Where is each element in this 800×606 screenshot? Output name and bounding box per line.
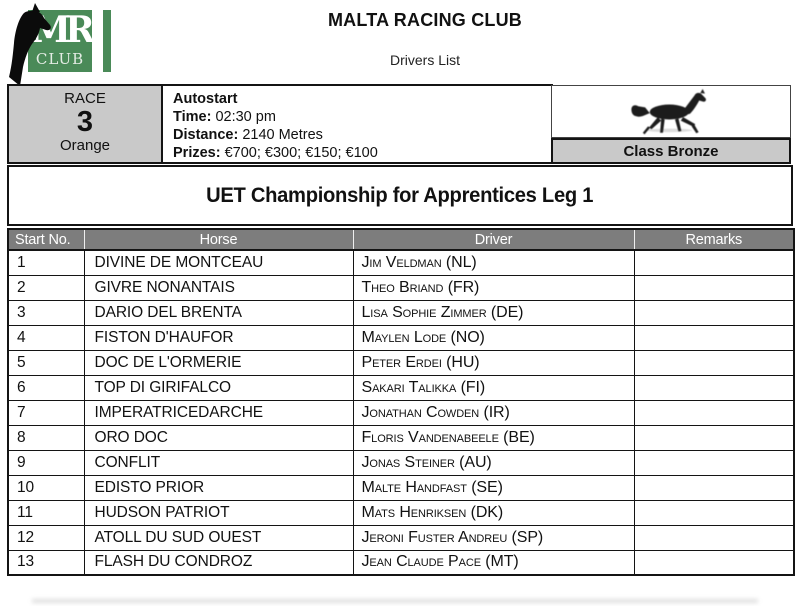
race-label: RACE: [64, 90, 106, 107]
start-no-cell: 12: [7, 524, 85, 551]
remarks-cell: [633, 449, 795, 476]
start-no-cell: 6: [7, 374, 85, 401]
logo-club-text: CLUB: [35, 50, 85, 68]
race-distance: Distance: 2140 Metres: [173, 127, 323, 143]
driver-cell: Jeroni Fuster Andreu (SP): [352, 524, 635, 551]
start-no-cell: 1: [7, 249, 85, 276]
table-row: 2 GIVRE NONANTAIS Theo Briand (FR): [7, 274, 795, 301]
club-logo: MR CLUB: [6, 3, 118, 87]
table-row: 9 CONFLIT Jonas Steiner (AU): [7, 449, 795, 476]
remarks-cell: [633, 274, 795, 301]
horse-cell: HUDSON PATRIOT: [83, 499, 354, 526]
remarks-cell: [633, 249, 795, 276]
horse-cell: FISTON D'HAUFOR: [83, 324, 354, 351]
driver-cell: Peter Erdei (HU): [352, 349, 635, 376]
race-prizes: Prizes: €700; €300; €150; €100: [173, 145, 378, 161]
remarks-cell: [633, 349, 795, 376]
table-row: 1 DIVINE DE MONTCEAU Jim Veldman (NL): [7, 249, 795, 276]
start-no-cell: 8: [7, 424, 85, 451]
table-header-row: Start No. Horse Driver Remarks: [8, 229, 794, 251]
race-title-banner: UET Championship for Apprentices Leg 1: [7, 165, 793, 226]
table-row: 11 HUDSON PATRIOT Mats Henriksen (DK): [7, 499, 795, 526]
horse-cell: ATOLL DU SUD OUEST: [83, 524, 354, 551]
table-row: 5 DOC DE L'ORMERIE Peter Erdei (HU): [7, 349, 795, 376]
start-no-cell: 13: [7, 549, 85, 576]
start-no-cell: 3: [7, 299, 85, 326]
start-no-cell: 9: [7, 449, 85, 476]
race-number: 3: [76, 106, 94, 138]
trotting-horse-icon: [631, 88, 706, 134]
column-header-remarks: Remarks: [633, 229, 794, 251]
start-no-cell: 2: [7, 274, 85, 301]
driver-cell: Jonas Steiner (AU): [352, 449, 635, 476]
horse-cell: TOP DI GIRIFALCO: [83, 374, 354, 401]
driver-cell: Malte Handfast (SE): [352, 474, 635, 501]
driver-cell: Jim Veldman (NL): [352, 249, 635, 276]
driver-cell: Floris Vandenabeele (BE): [352, 424, 635, 451]
driver-cell: Maylen Lode (NO): [352, 324, 635, 351]
race-time: Time: 02:30 pm: [173, 109, 276, 125]
race-color-name: Orange: [59, 137, 111, 154]
horse-cell: FLASH DU CONDROZ: [83, 549, 354, 576]
column-header-horse: Horse: [83, 229, 353, 251]
horse-cell: GIVRE NONANTAIS: [83, 274, 354, 301]
page-title: MALTA RACING CLUB: [327, 10, 523, 30]
remarks-cell: [633, 474, 795, 501]
remarks-cell: [633, 299, 795, 326]
driver-cell: Lisa Sophie Zimmer (DE): [352, 299, 635, 326]
horse-head-icon: [9, 3, 51, 87]
horse-image-cell: [551, 85, 791, 138]
driver-cell: Mats Henriksen (DK): [352, 499, 635, 526]
table-row: 4 FISTON D'HAUFOR Maylen Lode (NO): [7, 324, 795, 351]
table-row: 3 DARIO DEL BRENTA Lisa Sophie Zimmer (DE): [7, 299, 795, 326]
table-row: 10 EDISTO PRIOR Malte Handfast (SE): [7, 474, 795, 501]
race-class-badge: Class Bronze: [551, 138, 791, 164]
drivers-table: Start No. Horse Driver Remarks 1 DIVINE D…: [7, 228, 795, 576]
table-row: 12 ATOLL DU SUD OUEST Jeroni Fuster Andreu…: [7, 524, 795, 551]
remarks-cell: [633, 549, 795, 576]
start-no-cell: 11: [7, 499, 85, 526]
drivers-table-body: 1 DIVINE DE MONTCEAU Jim Veldman (NL) 2 GIVR…: [7, 249, 795, 576]
horse-cell: CONFLIT: [83, 449, 354, 476]
race-number-cell: RACE 3 Orange: [7, 84, 163, 164]
driver-cell: Jonathan Cowden (IR): [352, 399, 635, 426]
horse-cell: EDISTO PRIOR: [83, 474, 354, 501]
remarks-cell: [633, 399, 795, 426]
remarks-cell: [633, 424, 795, 451]
horse-cell: ORO DOC: [83, 424, 354, 451]
document-subtitle: Drivers List: [389, 52, 460, 68]
start-no-cell: 10: [7, 474, 85, 501]
horse-cell: DIVINE DE MONTCEAU: [83, 249, 354, 276]
next-page-edge-artifact: [32, 599, 758, 603]
race-title-text: UET Championship for Apprentices Leg 1: [206, 183, 594, 207]
column-header-driver: Driver: [352, 229, 634, 251]
remarks-cell: [633, 324, 795, 351]
driver-cell: Sakari Talikka (FI): [352, 374, 635, 401]
driver-cell: Theo Briand (FR): [352, 274, 635, 301]
horse-cell: DOC DE L'ORMERIE: [83, 349, 354, 376]
table-row: 8 ORO DOC Floris Vandenabeele (BE): [7, 424, 795, 451]
table-row: 6 TOP DI GIRIFALCO Sakari Talikka (FI): [7, 374, 795, 401]
horse-cell: DARIO DEL BRENTA: [83, 299, 354, 326]
start-no-cell: 5: [7, 349, 85, 376]
race-details-cell: Autostart Time: 02:30 pm Distance: 2140 …: [161, 84, 553, 164]
start-no-cell: 7: [7, 399, 85, 426]
start-type: Autostart: [173, 91, 238, 107]
remarks-cell: [633, 374, 795, 401]
driver-cell: Jean Claude Pace (MT): [352, 549, 635, 576]
table-row: 7 IMPERATRICEDARCHE Jonathan Cowden (IR): [7, 399, 795, 426]
remarks-cell: [633, 499, 795, 526]
table-row: 13 FLASH DU CONDROZ Jean Claude Pace (MT): [7, 549, 795, 576]
column-header-start-no: Start No.: [8, 229, 84, 251]
horse-cell: IMPERATRICEDARCHE: [83, 399, 354, 426]
remarks-cell: [633, 524, 795, 551]
start-no-cell: 4: [7, 324, 85, 351]
logo-green-strip: [103, 10, 111, 72]
